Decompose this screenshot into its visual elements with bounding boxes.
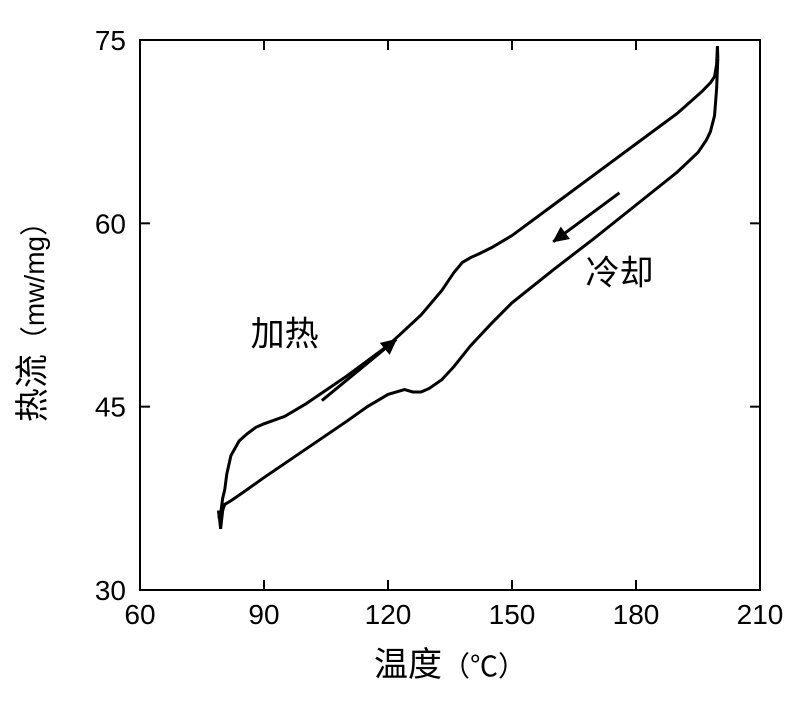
x-tick-label: 210 <box>737 599 784 630</box>
heating-label: 加热 <box>251 316 319 354</box>
y-tick-label: 60 <box>95 208 126 239</box>
x-tick-label: 60 <box>124 599 155 630</box>
x-tick-label: 180 <box>613 599 660 630</box>
x-tick-label: 120 <box>365 599 412 630</box>
y-tick-label: 75 <box>95 25 126 56</box>
y-axis-label: 热流（mw/mg） <box>14 208 52 422</box>
x-tick-label: 90 <box>248 599 279 630</box>
dsc-chart: 60 90 120 150 180 210 30 45 60 75 加热 冷却温度（℃） 热流（mw… <box>0 0 800 723</box>
y-tick-label: 30 <box>95 575 126 606</box>
cooling-label: 冷却 <box>585 254 653 292</box>
x-tick-label: 150 <box>489 599 536 630</box>
y-tick-label: 45 <box>95 392 126 423</box>
x-axis-label: 温度（℃） <box>374 646 526 684</box>
